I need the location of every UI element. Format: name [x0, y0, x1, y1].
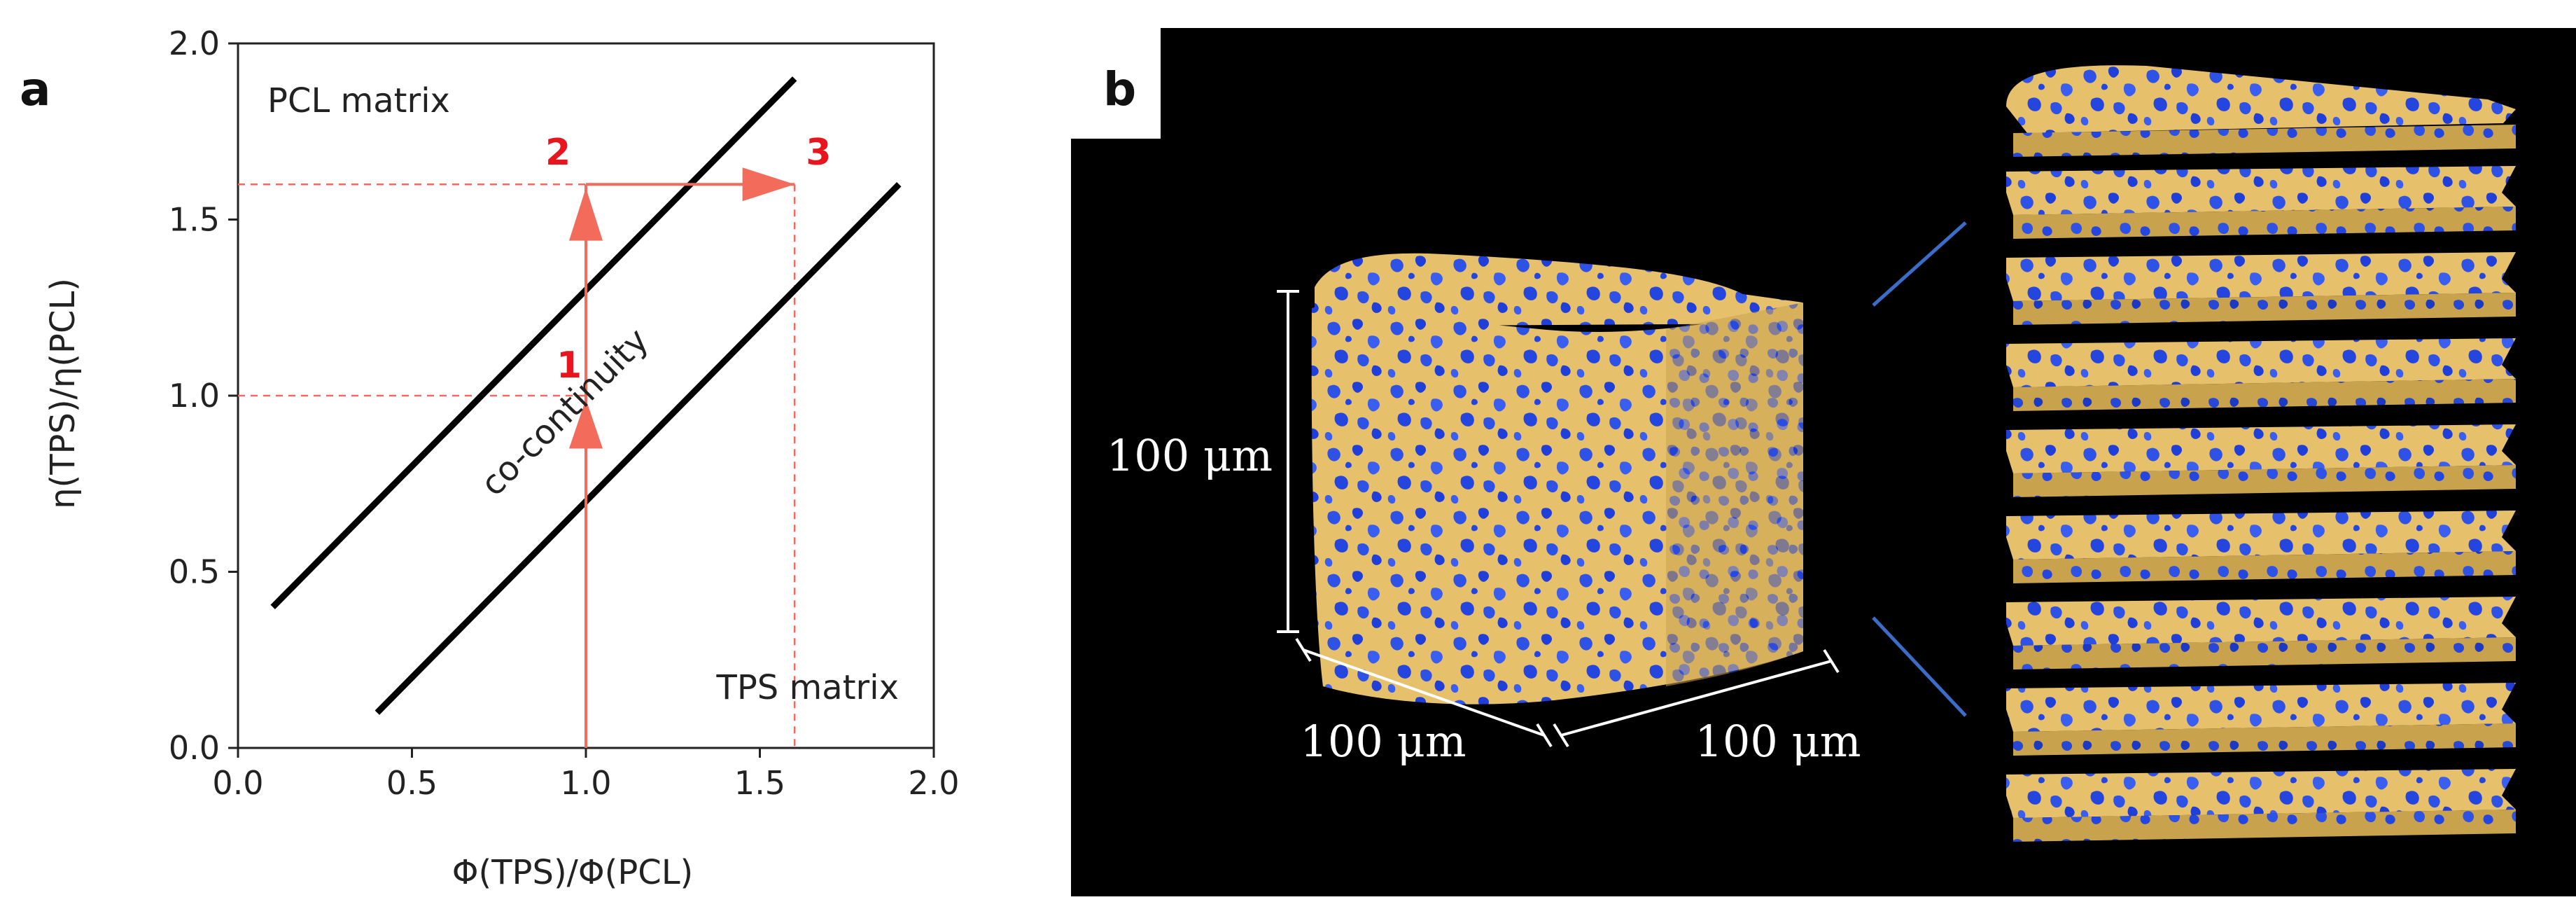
cube-side-shade [1666, 303, 1803, 686]
tps-matrix-label: TPS matrix [716, 668, 899, 707]
slice-9-top [2006, 769, 2516, 818]
point-label-1: 1 [556, 345, 582, 387]
width-dimension-label: 100 μm [1695, 716, 1861, 767]
arrow-to-point-2 [569, 188, 603, 241]
slice-3-edge [2013, 293, 2516, 325]
x-tick-label-2: 1.0 [560, 764, 611, 802]
connector-line-top [1872, 221, 1967, 307]
x-tick-label-1: 0.5 [386, 764, 438, 802]
slice-stack [2006, 65, 2516, 842]
slice-4-top [2006, 338, 2516, 387]
panel-a: a 0.0 0.5 1.0 1.5 2.0 0.0 0.5 1.0 1.5 2.0 1 2 3 Φ(TP… [20, 25, 960, 892]
connector-line-bottom [1872, 616, 1967, 717]
slice-7-edge [2013, 637, 2516, 669]
x-axis-label: Φ(TPS)/Φ(PCL) [452, 853, 694, 892]
y-tick-label-2: 1.0 [169, 377, 220, 415]
panel-b-label-bg [1071, 42, 1161, 139]
slice-5-top [2006, 424, 2516, 473]
slice-2-top [2006, 166, 2516, 215]
y-tick-label-0: 0.0 [169, 729, 220, 767]
x-tick-label-3: 1.5 [734, 764, 785, 802]
pcl-matrix-label: PCL matrix [267, 81, 450, 120]
slice-6-top [2006, 511, 2516, 560]
dimension-marks [1277, 290, 1840, 748]
slice-1-edge [2013, 125, 2516, 157]
slice-6-edge [2013, 551, 2516, 583]
slice-1-top [2006, 65, 2516, 133]
x-tick-label-4: 2.0 [908, 764, 959, 802]
x-tick-label-0: 0.0 [212, 764, 263, 802]
depth-dimension-tick-b [1536, 723, 1553, 748]
slice-3-top [2006, 252, 2516, 301]
coordinate-chart: 0.0 0.5 1.0 1.5 2.0 0.0 0.5 1.0 1.5 2.0 1 2 3 [169, 25, 960, 802]
panel-a-label: a [20, 62, 51, 116]
boundary-line-2 [374, 182, 902, 715]
slice-4-edge [2013, 379, 2516, 411]
panel-b-label: b [1103, 62, 1136, 116]
panel-b: b 100 μm 100 μm 100 μm [1071, 28, 2576, 896]
width-dimension-tick-a [1553, 723, 1569, 748]
cube-top-face [1315, 253, 1803, 326]
y-tick-label-3: 1.5 [169, 201, 220, 239]
boundary-line-1 [270, 76, 797, 609]
microstructure-cube [1311, 253, 1803, 705]
arrow-to-point-3 [742, 167, 795, 202]
y-axis-label: η(TPS)/η(PCL) [43, 278, 83, 509]
height-dimension-label: 100 μm [1107, 430, 1273, 481]
slice-7-top [2006, 597, 2516, 646]
point-label-2: 2 [545, 132, 570, 174]
slice-5-edge [2013, 465, 2516, 497]
point-label-3: 3 [806, 132, 831, 174]
y-tick-label-1: 0.5 [169, 553, 220, 591]
depth-dimension-line [1303, 648, 1545, 737]
y-tick-label-4: 2.0 [169, 25, 220, 62]
width-dimension-line [1560, 660, 1832, 737]
slice-8-top [2006, 683, 2516, 732]
depth-dimension-tick-a [1295, 637, 1312, 662]
slice-9-edge [2013, 810, 2516, 842]
slice-8-edge [2013, 723, 2516, 756]
width-dimension-tick-b [1823, 648, 1840, 674]
slice-2-edge [2013, 207, 2516, 239]
depth-dimension-label: 100 μm [1300, 716, 1466, 767]
arrow-to-point-1 [569, 399, 603, 449]
